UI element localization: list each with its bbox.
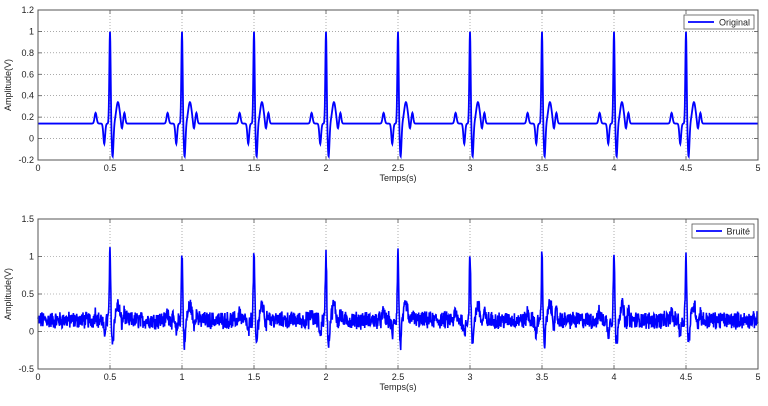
y-tick-label: 1 (29, 252, 34, 262)
y-tick-label: 0 (29, 327, 34, 337)
legend-label: Original (719, 18, 750, 28)
top-plot-original: 0 0.5 1 1.5 2 2.5 3 3.5 4 4.5 5-0.200.20.40.60.811… (3, 5, 761, 183)
y-tick-label: 1.5 (21, 214, 34, 224)
y-tick-label: 0.2 (21, 112, 34, 122)
x-tick-label: 1 (179, 163, 184, 173)
y-tick-label: -0.5 (18, 364, 34, 374)
legend-label: Bruité (726, 227, 750, 237)
y-tick-label: 1 (29, 26, 34, 36)
x-tick-label: 2 (323, 163, 328, 173)
y-tick-label: 1.2 (21, 5, 34, 15)
x-axis: 0 0.5 1 1.5 2 2.5 3 3.5 4 4.5 5 (35, 219, 761, 382)
legend: Bruité (691, 223, 755, 239)
x-tick-label: 2.5 (392, 163, 405, 173)
y-tick-label: -0.2 (18, 155, 34, 165)
y-tick-label: 0.4 (21, 91, 34, 101)
x-tick-label: 0.5 (104, 372, 117, 382)
y-tick-label: 0 (29, 134, 34, 144)
bottom-plot-noisy: 0 0.5 1 1.5 2 2.5 3 3.5 4 4.5 5-0.500.511.5Temps(s… (3, 214, 761, 392)
x-tick-label: 0.5 (104, 163, 117, 173)
y-axis-label: Amplitude(V) (3, 268, 13, 320)
x-tick-label: 3.5 (536, 372, 549, 382)
x-tick-label: 3 (467, 163, 472, 173)
y-axis: -0.5 0 0.5 1 1.5 (18, 214, 758, 374)
x-tick-label: 4 (611, 163, 616, 173)
x-tick-label: 1.5 (248, 372, 261, 382)
x-tick-label: 1.5 (248, 163, 261, 173)
x-tick-label: 4.5 (680, 163, 693, 173)
y-tick-label: 0.6 (21, 69, 34, 79)
x-tick-label: 5 (755, 372, 760, 382)
y-tick-label: 0.5 (21, 289, 34, 299)
x-tick-label: 2.5 (392, 372, 405, 382)
legend: Original (683, 14, 755, 30)
x-axis: 0 0.5 1 1.5 2 2.5 3 3.5 4 4.5 5 (35, 10, 761, 173)
x-tick-label: 3.5 (536, 163, 549, 173)
x-tick-label: 5 (755, 163, 760, 173)
x-axis-label: Temps(s) (379, 382, 416, 392)
x-tick-label: 2 (323, 372, 328, 382)
x-tick-label: 4.5 (680, 372, 693, 382)
signal-line (37, 247, 759, 351)
x-tick-label: 0 (35, 163, 40, 173)
x-tick-label: 3 (467, 372, 472, 382)
y-axis: -0.2 0 0.2 0.4 0.6 0.8 1 1.2 (18, 5, 758, 165)
y-axis-label: Amplitude(V) (3, 59, 13, 111)
y-tick-label: 0.8 (21, 48, 34, 58)
signal-line (38, 31, 758, 160)
x-tick-label: 0 (35, 372, 40, 382)
x-axis-label: Temps(s) (379, 173, 416, 183)
x-tick-label: 4 (611, 372, 616, 382)
x-tick-label: 1 (179, 372, 184, 382)
